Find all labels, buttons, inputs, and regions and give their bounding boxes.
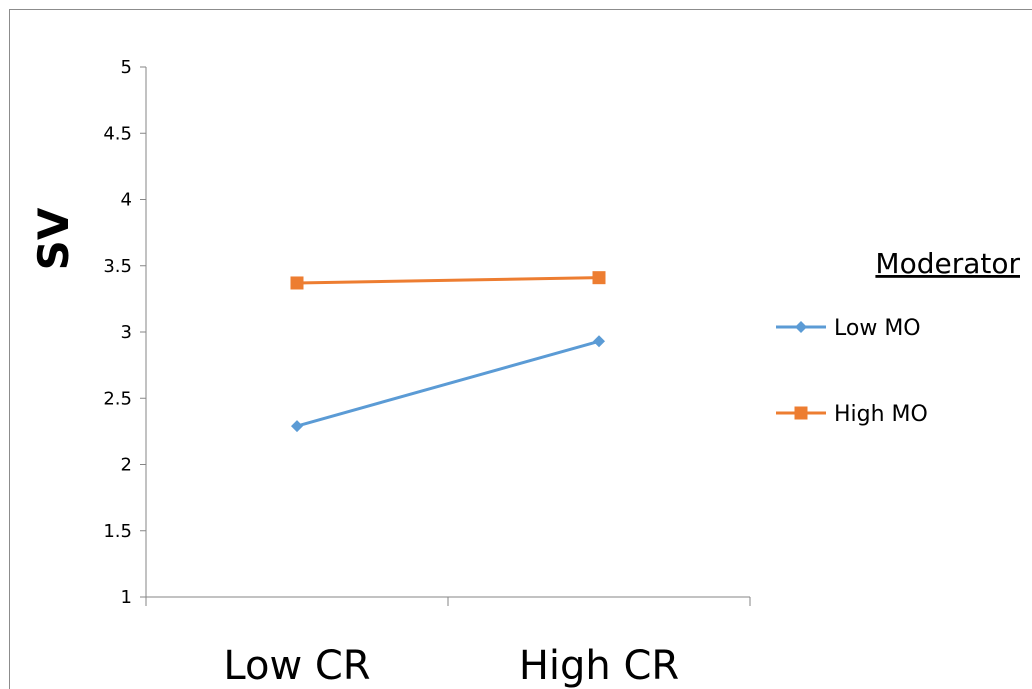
legend: Moderator Low MO High MO <box>776 247 1020 427</box>
data-point-high-mo <box>290 276 304 290</box>
y-tick-label: 3 <box>121 322 132 343</box>
legend-label: High MO <box>834 402 928 427</box>
legend-label: Low MO <box>834 316 921 341</box>
y-tick-label: 5 <box>121 57 132 78</box>
y-axis: 1 1.5 2 2.5 3 3.5 4 4.5 5 <box>103 57 147 608</box>
series-line-low-mo <box>296 339 600 428</box>
legend-item-low-mo: Low MO <box>776 316 921 341</box>
series-high-mo <box>290 271 606 290</box>
y-tick-label: 2.5 <box>103 388 132 409</box>
x-tick-label: High CR <box>519 643 679 689</box>
data-point-high-mo <box>592 271 606 285</box>
data-point-low-mo <box>593 335 605 348</box>
y-tick-label: 1 <box>121 587 132 608</box>
series-low-mo <box>291 335 605 433</box>
series-line-high-mo <box>296 276 600 285</box>
data-point-low-mo <box>291 420 303 433</box>
legend-title: Moderator <box>875 247 1020 280</box>
y-tick-label: 1.5 <box>103 521 132 542</box>
legend-marker <box>794 406 808 420</box>
legend-item-high-mo: High MO <box>776 402 928 427</box>
y-tick-label: 4.5 <box>103 123 132 144</box>
y-axis-label: SV <box>29 207 78 270</box>
x-axis: Low CR High CR <box>145 596 751 689</box>
legend-marker <box>795 321 807 333</box>
chart-border <box>9 9 1032 689</box>
y-tick-label: 3.5 <box>103 256 132 277</box>
y-tick-label: 2 <box>121 455 132 476</box>
y-tick-label: 4 <box>121 190 132 211</box>
series-layer <box>290 271 606 433</box>
x-tick-label: Low CR <box>223 643 370 689</box>
